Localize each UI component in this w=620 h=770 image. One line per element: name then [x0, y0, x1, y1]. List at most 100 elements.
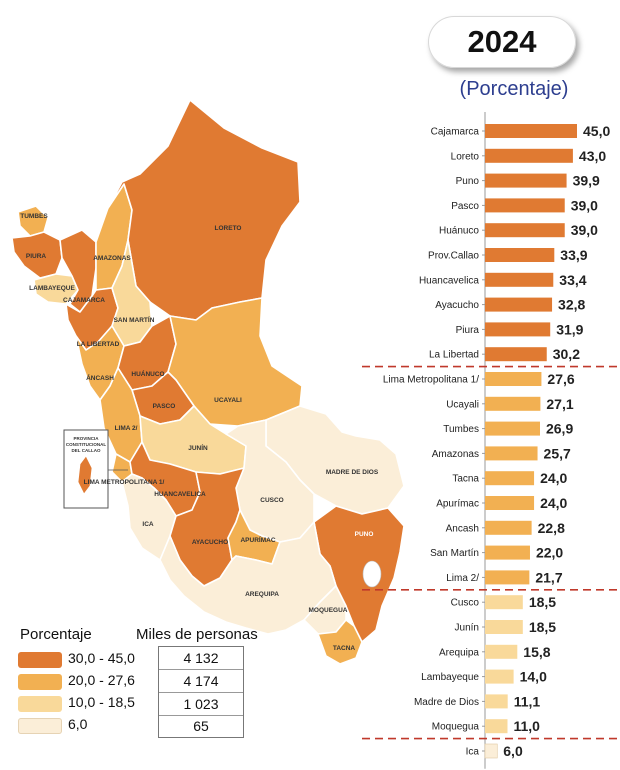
- bar-category-label: Lambayeque: [421, 672, 479, 683]
- region-tacna: [317, 619, 363, 665]
- bar-category-label: La Libertad: [429, 350, 479, 361]
- bar-category-label: Moquegua: [432, 722, 480, 733]
- label-la-libertad: LA LIBERTAD: [77, 341, 120, 348]
- bar-value-label: 11,1: [514, 693, 541, 709]
- bar-value-label: 26,9: [546, 421, 573, 437]
- bar-value-label: 15,8: [523, 644, 550, 660]
- callao-inset-label-2: CONSTITUCIONAL: [66, 442, 106, 447]
- label-huanuco: HUÁNUCO: [131, 369, 164, 378]
- bar: [485, 669, 514, 684]
- bar-category-label: Apurímac: [436, 499, 479, 510]
- bar-category-label: Amazonas: [432, 449, 479, 460]
- bar: [485, 272, 554, 287]
- legend-range-4: 6,0: [68, 716, 88, 732]
- label-piura: PIURA: [26, 253, 47, 260]
- bar-category-label: Madre de Dios: [414, 697, 479, 708]
- callao-inset-label-1: PROVINCIA: [73, 436, 99, 441]
- bar-value-label: 14,0: [520, 669, 547, 685]
- bar-category-label: Ancash: [446, 523, 479, 534]
- callao-inset-label-3: DEL CALLAO: [72, 448, 101, 453]
- bar-value-label: 18,5: [529, 619, 556, 635]
- legend-swatch-3: [18, 696, 62, 712]
- bar: [485, 471, 535, 486]
- bar-category-label: Huánuco: [439, 226, 479, 237]
- bar: [485, 396, 541, 411]
- bar-value-label: 27,6: [547, 371, 574, 387]
- bar-value-label: 24,0: [540, 495, 567, 511]
- legend-title: Porcentaje: [20, 626, 92, 643]
- bar: [485, 421, 540, 436]
- label-tacna: TACNA: [333, 645, 356, 652]
- bar-value-label: 39,0: [571, 197, 598, 213]
- bar-category-label: Junín: [455, 623, 479, 634]
- label-amazonas: AMAZONAS: [93, 255, 131, 262]
- bar-value-label: 45,0: [583, 123, 610, 139]
- bar: [484, 743, 498, 759]
- bar: [485, 446, 538, 461]
- bar: [485, 248, 555, 262]
- bar: [485, 347, 547, 362]
- bar-category-label: Ica: [466, 747, 480, 758]
- bar: [485, 198, 565, 213]
- label-san-martin: SAN MARTÍN: [114, 315, 155, 324]
- bar-category-label: Puno: [456, 176, 480, 187]
- bar: [485, 520, 532, 535]
- label-ica: ICA: [142, 521, 154, 528]
- region-piura: [11, 231, 63, 279]
- label-pasco: PASCO: [153, 403, 176, 410]
- peru-map: PROVINCIA CONSTITUCIONAL DEL CALLAO TUMB…: [0, 90, 420, 670]
- label-lambayeque: LAMBAYEQUE: [29, 285, 75, 292]
- bar: [485, 322, 551, 337]
- bar-value-label: 27,1: [546, 396, 573, 412]
- people-table: 4 132 4 174 1 023 65: [158, 646, 244, 738]
- label-tumbes: TUMBES: [20, 213, 48, 220]
- label-lima-metropolitana: LIMA METROPOLITANA 1/: [84, 479, 165, 486]
- bar-category-label: Tacna: [452, 474, 479, 485]
- bar-value-label: 11,0: [513, 718, 540, 734]
- bar-category-label: Tumbes: [443, 424, 479, 435]
- bar-value-label: 21,7: [535, 569, 562, 585]
- label-cajamarca: CAJAMARCA: [63, 297, 105, 304]
- label-puno: PUNO: [355, 531, 374, 538]
- people-cell-1: 4 132: [159, 647, 243, 670]
- legend-range-3: 10,0 - 18,5: [68, 694, 135, 710]
- legend-range-1: 30,0 - 45,0: [68, 650, 135, 666]
- bar: [485, 297, 553, 312]
- bar: [485, 223, 565, 238]
- chart-subtitle: (Porcentaje): [459, 78, 569, 100]
- legend-swatch-1: [18, 652, 62, 668]
- callao-inset-frame: [63, 429, 109, 509]
- label-cusco: CUSCO: [260, 497, 283, 504]
- bar-category-label: Piura: [456, 325, 480, 336]
- callao-inset-region: [77, 455, 93, 495]
- bar-value-label: 33,9: [560, 247, 587, 263]
- bar-category-label: Arequipa: [439, 647, 479, 658]
- bar: [485, 595, 523, 610]
- label-ayacucho: AYACUCHO: [192, 539, 228, 546]
- bar-value-label: 22,0: [536, 545, 563, 561]
- bar-value-label: 30,2: [553, 346, 580, 362]
- region-arequipa: [159, 521, 337, 635]
- bar-value-label: 25,7: [544, 445, 571, 461]
- label-junin: JUNÍN: [188, 443, 208, 452]
- bar-category-label: Ucayali: [446, 399, 479, 410]
- year-badge: 2024: [428, 16, 576, 68]
- legend-range-2: 20,0 - 27,6: [68, 672, 135, 688]
- bar-category-label: Cajamarca: [431, 127, 480, 138]
- people-cell-2: 4 174: [159, 670, 243, 693]
- bar: [485, 719, 508, 734]
- bar: [485, 545, 530, 560]
- bar-category-label: Ayacucho: [435, 300, 479, 311]
- bar-value-label: 31,9: [556, 321, 583, 337]
- bar-value-label: 32,8: [558, 297, 585, 313]
- bar-category-label: Pasco: [451, 201, 479, 212]
- bar-chart: Cajamarca 45,0 Loreto 43,0 Puno 39,9 Pasco 39,0…: [360, 110, 620, 770]
- bar-category-label: Lima Metropolitana 1/: [383, 375, 479, 386]
- bar-category-label: Cusco: [451, 598, 480, 609]
- label-lima2: LIMA 2/: [115, 425, 138, 432]
- bar-value-label: 6,0: [503, 743, 523, 759]
- legend-swatch-4: [18, 718, 62, 734]
- region-lambayeque: [33, 273, 79, 305]
- bar-value-label: 39,0: [571, 222, 598, 238]
- bar: [485, 644, 518, 659]
